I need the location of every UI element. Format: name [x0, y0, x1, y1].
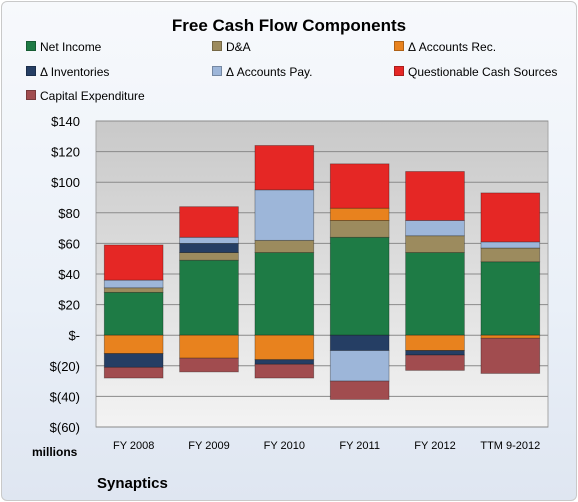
- bar-segment: [179, 334, 239, 359]
- x-tick-label: FY 2008: [113, 440, 154, 452]
- bar-segment: [480, 247, 541, 263]
- bar-segment: [405, 350, 465, 356]
- bar-segment: [480, 192, 541, 243]
- bar-segment: [103, 279, 164, 289]
- bar-segment: [329, 207, 390, 221]
- y-tick-label: $20: [58, 298, 80, 313]
- legend-label: Δ Inventories: [40, 65, 110, 79]
- y-tick-label: $60: [58, 236, 80, 251]
- y-tick-label: $120: [51, 145, 80, 160]
- y-tick-label: $140: [51, 114, 80, 129]
- legend-label: Questionable Cash Sources: [408, 65, 558, 79]
- y-tick-label: $-: [68, 328, 80, 343]
- legend-item-accounts-rec: Δ Accounts Rec.: [394, 40, 496, 54]
- legend-label: Net Income: [40, 40, 102, 54]
- y-tick-label: $(20): [50, 359, 80, 374]
- y-axis: $140 $120 $100 $80 $60 $40 $20 $- $(20) $(40) $(60…: [50, 114, 80, 435]
- legend-swatch: [26, 66, 36, 76]
- bar-segment: [329, 236, 390, 336]
- bar-segment: [179, 236, 239, 244]
- bar-segment: [179, 242, 239, 253]
- bar-segment: [254, 145, 315, 191]
- legend-item-d-and-a: D&A: [212, 40, 251, 54]
- bar-segment: [179, 206, 239, 238]
- bar-segment: [329, 380, 390, 400]
- units-label: millions: [32, 445, 78, 459]
- bar-segment: [405, 171, 465, 221]
- bar-segment: [480, 241, 541, 249]
- legend-label: D&A: [226, 40, 251, 54]
- bar-segment: [480, 334, 541, 339]
- bar-segment: [405, 220, 465, 237]
- bar-segment: [254, 252, 315, 336]
- bar-segment: [254, 334, 315, 361]
- chart-legend: Net Income D&A Δ Accounts Rec. Δ Invento…: [2, 38, 576, 112]
- bar-segment: [329, 334, 390, 351]
- bar-segment: [254, 359, 315, 365]
- legend-item-questionable: Questionable Cash Sources: [394, 65, 557, 79]
- x-tick-label: FY 2012: [414, 440, 455, 452]
- y-tick-label: $(60): [50, 420, 80, 435]
- bar-segment: [329, 350, 390, 382]
- bar-segment: [254, 189, 315, 241]
- bar-segment: [179, 259, 239, 336]
- bar-segment: [405, 334, 465, 351]
- bar-segment: [103, 353, 164, 368]
- bar-segment: [329, 163, 390, 209]
- legend-label: Capital Expenditure: [40, 89, 145, 103]
- legend-swatch: [212, 66, 222, 76]
- bar-segment: [480, 337, 541, 374]
- legend-swatch: [26, 90, 36, 100]
- legend-swatch: [394, 41, 404, 51]
- bar-segment: [405, 252, 465, 336]
- x-tick-label: FY 2010: [264, 440, 305, 452]
- legend-swatch: [26, 41, 36, 51]
- bar-segment: [103, 366, 164, 379]
- company-name: Synaptics: [97, 475, 168, 492]
- bar-segment: [103, 244, 164, 281]
- legend-item-inventories: Δ Inventories: [26, 65, 109, 79]
- bar-segment: [405, 354, 465, 371]
- bar-segment: [254, 363, 315, 379]
- legend-label: Δ Accounts Rec.: [408, 40, 497, 54]
- bar-segment: [103, 287, 164, 293]
- legend-item-accounts-pay: Δ Accounts Pay.: [212, 65, 313, 79]
- legend-item-net-income: Net Income: [26, 40, 101, 54]
- x-tick-label: FY 2009: [188, 440, 229, 452]
- y-tick-label: $100: [51, 175, 80, 190]
- y-tick-label: $40: [58, 267, 80, 282]
- x-tick-label: FY 2011: [339, 440, 380, 452]
- y-tick-label: $80: [58, 206, 80, 221]
- legend-label: Δ Accounts Pay.: [226, 65, 313, 79]
- chart-title: Free Cash Flow Components: [171, 16, 407, 35]
- bar-segment: [329, 220, 390, 238]
- bar-segment: [254, 239, 315, 253]
- bar-segment: [405, 235, 465, 253]
- x-tick-label: TTM 9-2012: [480, 440, 540, 452]
- bar-segment: [179, 357, 239, 373]
- gridlines: [96, 120, 548, 428]
- y-tick-label: $(40): [50, 389, 80, 404]
- legend-item-capex: Capital Expenditure: [26, 89, 145, 103]
- bar-segment: [480, 261, 541, 336]
- bar-segment: [103, 291, 164, 336]
- x-axis: FY 2008 FY 2009 FY 2010 FY 2011 FY 2012 TTM 9…: [113, 440, 540, 452]
- legend-swatch: [212, 41, 222, 51]
- bars: [103, 145, 541, 400]
- bar-segment: [179, 252, 239, 261]
- bar-segment: [103, 334, 164, 354]
- legend-swatch: [394, 66, 404, 76]
